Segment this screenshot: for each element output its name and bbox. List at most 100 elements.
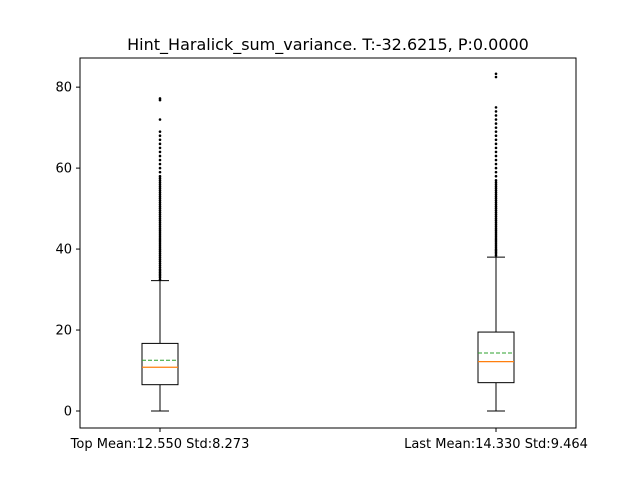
outlier-point bbox=[494, 134, 498, 138]
outlier-point bbox=[494, 241, 498, 245]
outlier-point bbox=[158, 241, 162, 245]
boxes-layer bbox=[141, 72, 515, 412]
outlier-point bbox=[494, 158, 498, 162]
outlier-point bbox=[494, 174, 498, 178]
outlier-point bbox=[494, 170, 498, 174]
outlier-point bbox=[158, 249, 162, 253]
outlier-point bbox=[158, 225, 162, 229]
outlier-point bbox=[494, 146, 498, 150]
outlier-point bbox=[494, 215, 498, 218]
outlier-point bbox=[494, 207, 498, 210]
outlier-point bbox=[158, 257, 162, 261]
outlier-point bbox=[158, 166, 162, 170]
outlier-point bbox=[158, 203, 162, 206]
outlier-point bbox=[158, 223, 162, 227]
iqr-box bbox=[477, 331, 515, 384]
outlier-point bbox=[494, 142, 498, 146]
outlier-point bbox=[158, 174, 162, 178]
outlier-point bbox=[494, 130, 498, 133]
outlier-point bbox=[158, 191, 162, 194]
outlier-point bbox=[158, 245, 162, 249]
outlier-point bbox=[494, 187, 498, 190]
outlier-point bbox=[158, 176, 162, 180]
outlier-point bbox=[158, 217, 162, 221]
outlier-point bbox=[158, 146, 162, 150]
outlier-point bbox=[158, 150, 162, 154]
outlier-point bbox=[158, 237, 162, 241]
outlier-point bbox=[158, 180, 162, 184]
outlier-point bbox=[158, 134, 162, 138]
y-tick-label-40: 40 bbox=[55, 243, 72, 258]
outlier-point bbox=[158, 233, 162, 237]
outlier-point bbox=[158, 183, 162, 186]
outlier-point bbox=[158, 221, 162, 225]
outlier-point bbox=[494, 185, 498, 188]
outlier-point bbox=[494, 114, 498, 117]
outlier-point bbox=[494, 225, 498, 229]
outlier-point bbox=[158, 142, 162, 146]
outlier-point bbox=[158, 189, 162, 192]
outlier-point bbox=[158, 130, 162, 133]
outlier-point bbox=[158, 195, 162, 198]
outlier-point bbox=[158, 170, 162, 174]
outlier-point bbox=[494, 201, 498, 204]
outlier-point bbox=[158, 261, 162, 265]
outlier-point bbox=[158, 201, 162, 204]
outlier-point bbox=[158, 158, 162, 162]
outlier-point bbox=[494, 227, 498, 231]
outlier-point bbox=[158, 193, 162, 196]
outlier-point bbox=[494, 199, 498, 202]
outlier-point bbox=[158, 227, 162, 231]
outlier-point bbox=[158, 255, 162, 259]
outlier-point bbox=[494, 126, 498, 129]
outlier-point bbox=[494, 75, 498, 79]
outlier-point bbox=[494, 154, 498, 158]
outlier-point bbox=[158, 251, 162, 255]
outlier-point bbox=[494, 122, 498, 125]
outlier-point bbox=[494, 106, 498, 109]
box-group-0 bbox=[141, 97, 179, 412]
outlier-point bbox=[494, 193, 498, 196]
outlier-point bbox=[158, 199, 162, 202]
outlier-point bbox=[494, 233, 498, 237]
outlier-point bbox=[158, 235, 162, 239]
outlier-point bbox=[158, 239, 162, 243]
outlier-point bbox=[158, 205, 162, 208]
outlier-point bbox=[494, 195, 498, 198]
y-tick-label-80: 80 bbox=[55, 81, 72, 96]
outlier-point bbox=[494, 237, 498, 241]
outlier-point bbox=[158, 229, 162, 233]
outlier-point bbox=[158, 213, 162, 216]
outlier-point bbox=[158, 209, 162, 212]
outlier-point bbox=[158, 162, 162, 166]
outlier-point bbox=[494, 72, 498, 76]
outlier-point bbox=[158, 197, 162, 200]
outlier-point bbox=[158, 178, 162, 182]
outlier-point bbox=[494, 217, 498, 221]
outlier-point bbox=[494, 235, 498, 239]
outlier-point bbox=[158, 187, 162, 190]
outlier-point bbox=[158, 268, 162, 271]
outlier-point bbox=[494, 247, 498, 251]
outlier-point bbox=[158, 259, 162, 263]
outlier-point bbox=[158, 118, 162, 121]
outlier-point bbox=[494, 239, 498, 243]
outlier-point bbox=[158, 247, 162, 251]
outlier-point bbox=[158, 219, 162, 223]
outlier-point bbox=[494, 203, 498, 206]
outlier-point bbox=[494, 110, 498, 113]
outlier-point bbox=[158, 185, 162, 188]
box-group-1 bbox=[477, 72, 515, 412]
outlier-point bbox=[158, 265, 162, 269]
outlier-point bbox=[158, 263, 162, 267]
y-tick-label-20: 20 bbox=[55, 324, 72, 339]
chart-title: Hint_Haralick_sum_variance. T:-32.6215, … bbox=[127, 35, 529, 55]
outlier-point bbox=[158, 154, 162, 158]
outlier-point bbox=[494, 205, 498, 208]
outlier-point bbox=[494, 209, 498, 212]
outlier-point bbox=[158, 253, 162, 257]
outlier-point bbox=[494, 211, 498, 214]
outlier-point bbox=[494, 231, 498, 235]
outlier-point bbox=[158, 231, 162, 235]
